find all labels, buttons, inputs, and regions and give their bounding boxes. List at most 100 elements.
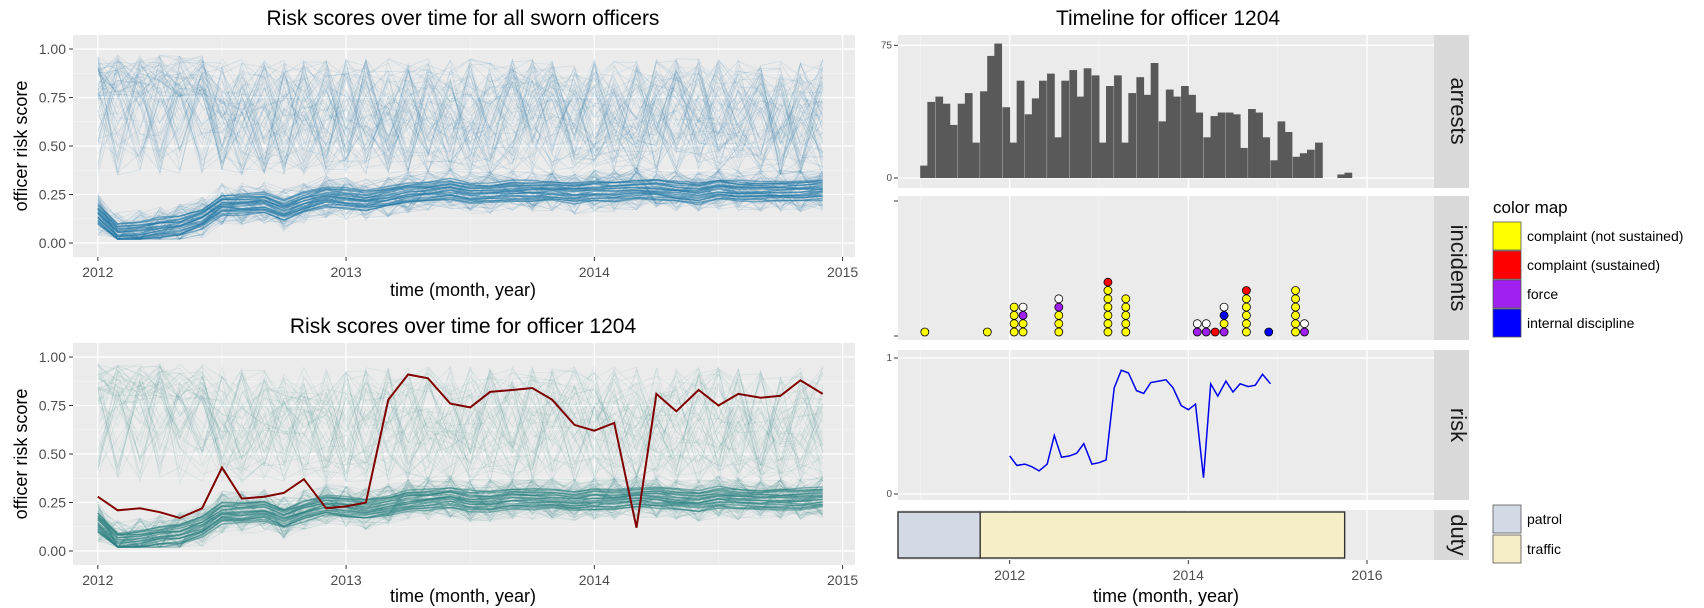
legend-incidents-swatch	[1492, 250, 1522, 280]
timeline-x-tick-label: 2012	[994, 567, 1025, 583]
officer-trace	[97, 56, 824, 174]
legend-duty-label: patrol	[1527, 511, 1562, 527]
officer-trace	[97, 59, 824, 172]
arrests-bar	[1248, 109, 1256, 178]
chart-officer-1204-median-band	[97, 485, 823, 548]
officer-trace	[97, 365, 823, 479]
incident-dot	[1192, 319, 1202, 329]
x-tick-label: 2012	[82, 572, 113, 588]
officer-trace	[97, 60, 823, 174]
arrests-bar	[1262, 137, 1271, 178]
median-band-line	[97, 177, 823, 225]
timeline-x-ticks: 2012 2014 2016	[994, 560, 1383, 583]
officer-trace	[97, 364, 823, 484]
x-tick-label: 2013	[331, 264, 362, 280]
officer-trace	[97, 367, 824, 479]
officer-trace	[97, 59, 824, 174]
incident-dot	[1201, 319, 1211, 329]
facet-incidents-strip	[1434, 196, 1469, 340]
chart-officer-1204-x-ticks: 2012 2013 2014 2015	[82, 565, 858, 588]
legend-incidents: color map complaint (not sustained)compl…	[1492, 198, 1683, 338]
officer-trace	[97, 58, 824, 164]
officer-trace	[97, 365, 823, 482]
officer-trace	[97, 56, 823, 175]
officer-trace	[97, 480, 823, 548]
officer-trace	[97, 57, 824, 174]
x-tick-label: 2015	[827, 572, 858, 588]
facet-arrests-content: 0 75	[881, 35, 1434, 188]
officer-trace	[97, 377, 824, 485]
arrests-bar	[1337, 174, 1346, 178]
officer-trace	[97, 365, 824, 482]
incident-dot	[1018, 319, 1028, 329]
officer-trace	[97, 61, 824, 176]
officer-trace	[97, 62, 824, 172]
incident-dot	[1103, 277, 1113, 287]
officer-trace	[97, 364, 824, 483]
median-band-line	[97, 192, 823, 238]
officer-trace	[97, 369, 823, 482]
officer-trace	[97, 58, 824, 176]
officer-trace	[97, 62, 824, 175]
officer-trace	[97, 366, 823, 482]
arrests-bar	[1315, 142, 1323, 178]
officer-trace	[97, 371, 824, 484]
incident-dot	[1103, 302, 1113, 312]
officer-trace	[97, 478, 823, 548]
officer-trace	[97, 56, 824, 168]
officer-trace	[97, 57, 824, 175]
x-tick-label: 2014	[579, 264, 610, 280]
officer-trace	[97, 67, 824, 176]
legend-incidents-title: color map	[1493, 198, 1568, 217]
incident-dot	[1018, 302, 1028, 312]
arrests-bar	[964, 93, 973, 178]
incident-dot	[1009, 319, 1019, 329]
arrests-bar	[1299, 153, 1308, 178]
y-tick-label: 0.75	[39, 90, 66, 106]
incident-dot	[1103, 319, 1113, 329]
incident-dot	[1291, 286, 1300, 295]
incident-dot	[1242, 286, 1251, 295]
y-tick-label: 0.50	[39, 138, 66, 154]
incident-dot	[1054, 327, 1064, 337]
arrests-bar	[1091, 75, 1100, 178]
officer-trace	[97, 60, 824, 175]
officer-trace	[97, 366, 824, 482]
risk-y-tick-label: 0	[886, 489, 892, 500]
officer-trace	[97, 59, 824, 171]
legend-duty-swatch	[1492, 534, 1522, 564]
median-band-line	[97, 197, 823, 240]
incident-dot	[1242, 294, 1251, 304]
arrests-bar	[1217, 112, 1226, 178]
officer-trace	[97, 363, 824, 484]
officer-1204-line	[97, 373, 824, 528]
officer-trace	[97, 65, 824, 174]
officer-trace	[97, 480, 823, 548]
officer-trace	[97, 58, 824, 175]
officer-trace	[97, 54, 823, 177]
arrests-bar	[1203, 137, 1212, 178]
officer-trace	[97, 371, 824, 476]
facet-arrests-label: arrests	[1446, 77, 1471, 144]
median-band-line	[97, 189, 823, 238]
officer-trace	[97, 59, 824, 170]
x-tick-label: 2013	[331, 572, 362, 588]
officer-trace	[97, 365, 824, 483]
officer-trace	[97, 60, 824, 165]
officer-trace	[97, 169, 824, 240]
officer-trace	[97, 59, 824, 175]
arrests-bar	[1009, 142, 1018, 178]
incident-dot	[1018, 327, 1028, 337]
arrests-bar	[927, 101, 936, 178]
chart-officer-1204-highlight-series	[97, 373, 824, 528]
chart-all-officers-median-band	[97, 177, 823, 240]
officer-trace	[97, 58, 824, 175]
incident-dot	[1192, 327, 1202, 337]
arrests-bar	[1344, 172, 1353, 178]
arrests-bar	[1277, 121, 1286, 178]
facet-arrests-strip	[1434, 35, 1469, 188]
arrests-bar	[987, 55, 995, 178]
incident-dot	[1054, 294, 1064, 304]
timeline-xlabel: time (month, year)	[1093, 586, 1239, 606]
officer-trace	[97, 367, 824, 483]
